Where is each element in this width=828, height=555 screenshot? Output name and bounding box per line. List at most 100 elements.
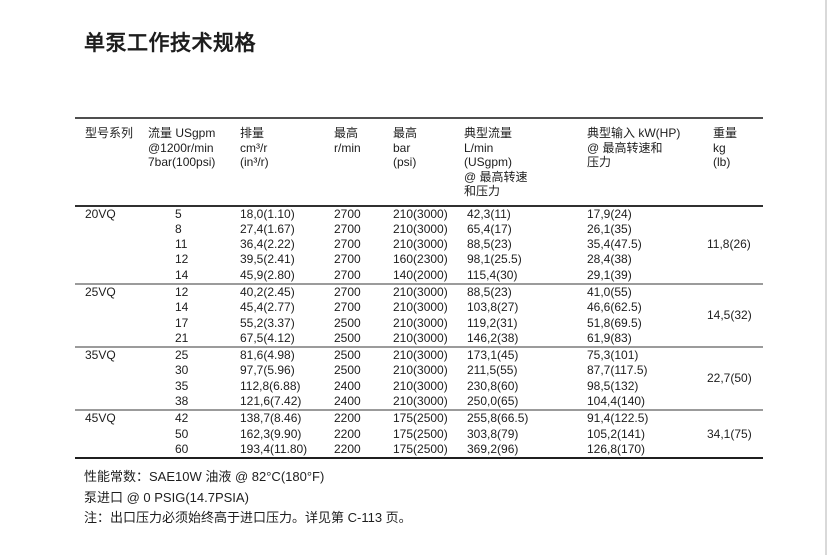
- spec-cell: 210(3000): [385, 282, 455, 301]
- table-row: 12 39,5(2.41) 2700 160(2300) 98,1(25.5) 28,4(…: [75, 252, 763, 267]
- spec-cell: 46,6(62.5): [587, 300, 642, 315]
- table-row: 38 121,6(7.42) 2400 210(3000) 250,0(65) 104,4…: [75, 394, 763, 410]
- note-pump-inlet: 泵进口 @ 0 PSIG(14.7PSIA): [84, 489, 249, 505]
- page-title: 单泵工作技术规格: [84, 32, 256, 55]
- spec-cell: 88,5(23): [455, 282, 580, 301]
- spec-cell: 14: [175, 267, 189, 282]
- table-row: 35VQ 25 81,6(4.98) 2500 210(3000) 173,1(45) 75…: [75, 346, 763, 411]
- weight-cell: 34,1(75): [705, 409, 763, 459]
- table-row: 60 193,4(11.80) 2200 175(2500) 369,2(96) 126,…: [75, 442, 763, 458]
- spec-cell: 175(2500): [393, 441, 448, 456]
- spec-cell: 210(3000): [393, 330, 448, 345]
- spec-cell: 25: [145, 346, 230, 364]
- table-row: 45VQ 42 138,7(8.46) 2200 175(2500) 255,8(66.5…: [75, 409, 763, 459]
- spec-cell: 2700: [334, 252, 361, 267]
- spec-cell: 2700: [334, 300, 361, 315]
- column-header: 最高 bar (psi): [385, 118, 455, 207]
- spec-cell: 28,4(38): [587, 252, 632, 267]
- spec-cell: 29,1(39): [587, 267, 632, 282]
- spec-cell: 41,0(55): [580, 282, 705, 301]
- note-performance-constants: 性能常数：SAE10W 油液 @ 82°C(180°F): [84, 469, 325, 484]
- spec-cell: 2200: [334, 426, 361, 441]
- spec-cell: 210(3000): [393, 378, 448, 393]
- spec-cell: 14: [175, 300, 189, 315]
- spec-cell: 35: [175, 378, 189, 393]
- spec-cell: 26,1(35): [587, 221, 632, 236]
- spec-cell: 2500: [330, 346, 385, 364]
- spec-cell: 175(2500): [385, 409, 455, 427]
- spec-cell: 55,2(3.37): [240, 315, 295, 330]
- spec-cell: 210(3000): [393, 206, 448, 221]
- model-series-cell: 25VQ: [75, 282, 145, 348]
- table-row: 50 162,3(9.90) 2200 175(2500) 303,8(79) 105,2…: [75, 427, 763, 442]
- spec-cell: 75,3(101): [580, 346, 705, 364]
- spec-cell: 175(2500): [393, 426, 448, 441]
- pump-spec-table: 型号系列 流量 USgpm @1200r/min 7bar(100psi) 排量 c…: [75, 117, 763, 460]
- spec-cell: 103,8(27): [467, 300, 519, 315]
- spec-cell: 2500: [334, 363, 361, 378]
- spec-cell: 5: [175, 206, 182, 221]
- spec-cell: 61,9(83): [587, 330, 632, 345]
- weight-cell: 14,5(32): [705, 282, 763, 348]
- spec-cell: 45,4(2.77): [240, 300, 295, 315]
- spec-cell: 88,5(23): [467, 237, 512, 252]
- spec-cell: 126,8(170): [587, 441, 646, 456]
- table-row: 25VQ 12 40,2(2.45) 2700 210(3000) 88,5(23) 41,…: [75, 282, 763, 348]
- column-header: 排量 cm³/r (in³/r): [230, 118, 330, 207]
- spec-cell: 138,7(8.46): [230, 409, 330, 427]
- spec-cell: 30: [175, 363, 189, 378]
- spec-cell: 303,8(79): [467, 426, 519, 441]
- spec-cell: 112,8(6.88): [240, 378, 301, 393]
- table-row: 30 97,7(5.96) 2500 210(3000) 211,5(55) 87,7(1…: [75, 363, 763, 378]
- table-row: 21 67,5(4.12) 2500 210(3000) 146,2(38) 61,9(8…: [75, 331, 763, 347]
- table-row: 8 27,4(1.67) 2700 210(3000) 65,4(17) 26,1(35): [75, 222, 763, 237]
- spec-cell: 42: [145, 409, 230, 427]
- spec-cell: 27,4(1.67): [240, 221, 295, 236]
- spec-cell: 35,4(47.5): [587, 237, 642, 252]
- column-header: 典型流量 L/min (USgpm) @ 最高转速 和压力: [455, 118, 580, 207]
- spec-cell: 87,7(117.5): [587, 363, 648, 378]
- model-series-cell: 45VQ: [75, 409, 145, 459]
- weight-cell: 22,7(50): [705, 346, 763, 411]
- spec-cell: 146,2(38): [467, 330, 519, 345]
- spec-cell: 105,2(141): [587, 426, 646, 441]
- spec-cell: 119,2(31): [467, 315, 518, 330]
- model-series-cell: 35VQ: [75, 346, 145, 411]
- spec-cell: 162,3(9.90): [240, 426, 302, 441]
- spec-cell: 91,4(122.5): [580, 409, 705, 427]
- spec-cell: 67,5(4.12): [240, 330, 295, 345]
- spec-cell: 2400: [334, 378, 361, 393]
- spec-cell: 98,1(25.5): [467, 252, 522, 267]
- spec-cell: 2700: [334, 206, 361, 221]
- spec-cell: 210(3000): [393, 363, 448, 378]
- spec-cell: 2700: [334, 237, 361, 252]
- spec-cell: 115,4(30): [467, 267, 518, 282]
- spec-cell: 121,6(7.42): [240, 394, 302, 409]
- spec-cell: 104,4(140): [587, 394, 646, 409]
- table-row: 17 55,2(3.37) 2500 210(3000) 119,2(31) 51,8(6…: [75, 316, 763, 331]
- footnotes: 性能常数：SAE10W 油液 @ 82°C(180°F) 泵进口 @ 0 PSI…: [84, 467, 412, 529]
- spec-cell: 65,4(17): [467, 221, 512, 236]
- spec-cell: 21: [175, 330, 189, 345]
- spec-cell: 97,7(5.96): [240, 363, 295, 378]
- spec-cell: 36,4(2.22): [240, 237, 295, 252]
- spec-cell: 18,0(1.10): [240, 206, 295, 221]
- spec-cell: 51,8(69.5): [587, 315, 642, 330]
- spec-cell: 2700: [334, 221, 361, 236]
- spec-cell: 210(3000): [385, 346, 455, 364]
- spec-cell: 40,2(2.45): [230, 282, 330, 301]
- spec-cell: 2700: [334, 267, 361, 282]
- table-row: 14 45,9(2.80) 2700 140(2000) 115,4(30) 29,1(3…: [75, 268, 763, 284]
- spec-cell: 250,0(65): [467, 394, 519, 409]
- spec-cell: 2700: [330, 282, 385, 301]
- spec-cell: 12: [145, 282, 230, 301]
- spec-cell: 12: [175, 252, 189, 267]
- spec-cell: 210(3000): [393, 221, 448, 236]
- spec-cell: 369,2(96): [467, 441, 519, 456]
- table-row: 35 112,8(6.88) 2400 210(3000) 230,8(60) 98,5(…: [75, 379, 763, 394]
- spec-cell: 50: [175, 426, 189, 441]
- table-body: 20VQ 5 18,0(1.10) 2700 210(3000) 42,3(11) 17,9…: [75, 206, 763, 459]
- table-header-row: 型号系列 流量 USgpm @1200r/min 7bar(100psi) 排量 c…: [75, 118, 763, 207]
- spec-cell: 210(3000): [393, 237, 448, 252]
